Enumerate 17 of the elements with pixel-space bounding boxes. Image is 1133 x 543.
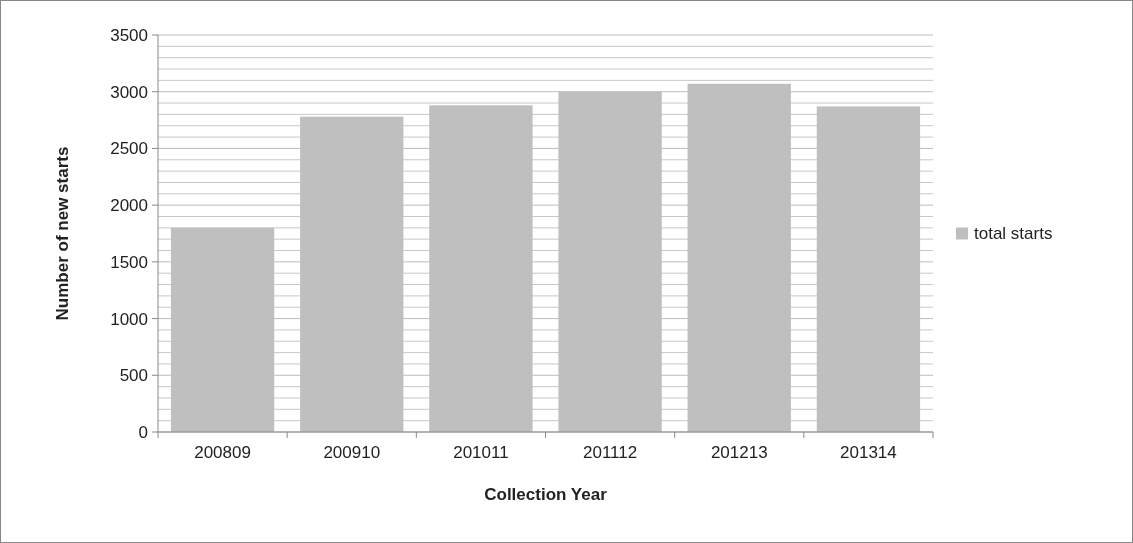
x-tick-label: 201112 [582,443,638,462]
legend-label: total starts [974,224,1053,244]
y-tick-label: 500 [119,366,148,386]
y-tick-label: 1000 [110,309,148,329]
y-tick-label: 1500 [110,252,148,272]
x-tick-label: 201314 [840,443,897,462]
y-tick-label: 2500 [110,139,148,159]
y-tick-label: 3500 [110,25,148,45]
y-tick-label: 2000 [110,196,148,216]
x-tick-label: 201011 [453,443,509,462]
x-axis-title: Collection Year [484,485,608,504]
y-tick-label: 0 [138,422,148,442]
x-tick-label: 200809 [194,443,251,462]
x-tick-label: 201213 [710,443,768,462]
y-axis-title: Number of new starts [53,146,72,321]
y-tick-label: 3000 [110,82,148,102]
x-tick-label: 200910 [323,443,381,462]
